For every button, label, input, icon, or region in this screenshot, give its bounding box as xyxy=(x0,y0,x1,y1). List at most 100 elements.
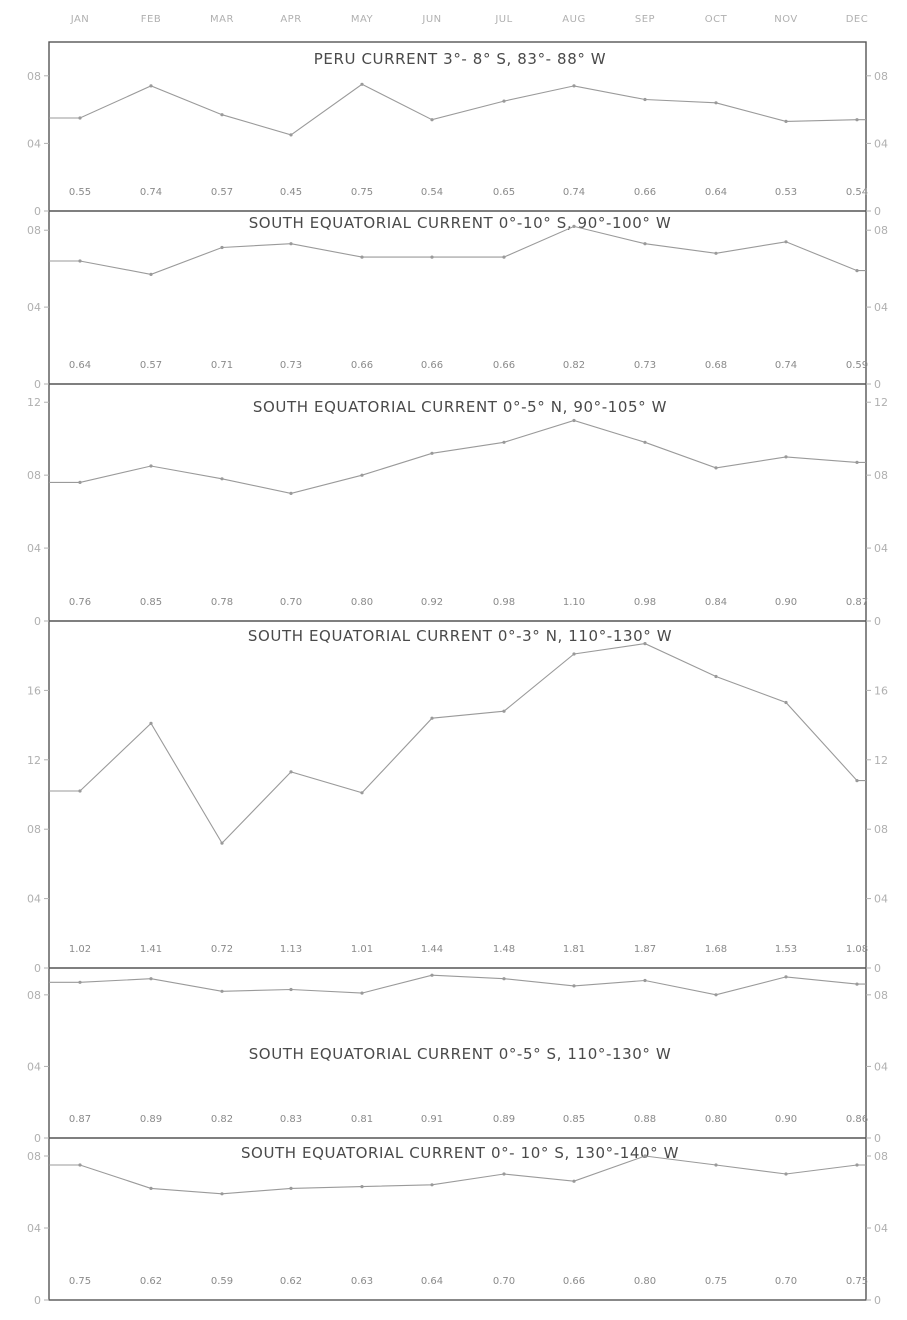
panel-6-point-aug xyxy=(572,1179,576,1183)
panel-6-value-label-sep: 0.80 xyxy=(634,1276,656,1287)
panel-6-point-sep xyxy=(643,1154,647,1158)
panel-1-point-jan xyxy=(78,116,82,120)
panel-4-point-oct xyxy=(714,674,718,679)
panel-2-point-sep xyxy=(643,242,647,246)
panel-6-point-may xyxy=(360,1185,364,1189)
panel-6-series-line xyxy=(49,1155,866,1195)
panel-6-value-label-jun: 0.64 xyxy=(421,1276,443,1287)
panel-5-ytick-label-left: 08 xyxy=(27,989,41,1002)
month-label-apr: APR xyxy=(280,14,301,25)
panel-2-point-jun xyxy=(430,255,434,259)
panel-2-point-dec xyxy=(855,269,859,273)
panel-1-point-may xyxy=(360,82,364,86)
panel-3-ytick-label-right: 04 xyxy=(874,542,888,555)
panel-4-ytick-label-right: 16 xyxy=(874,684,888,697)
panel-5-point-aug xyxy=(572,984,576,988)
panel-4-value-label-may: 1.01 xyxy=(351,944,373,955)
panel-1-ytick-label-left: 04 xyxy=(27,137,41,150)
panel-3-value-label-may: 0.80 xyxy=(351,597,373,608)
panel-1-value-label-sep: 0.66 xyxy=(634,187,656,198)
panel-2-value-label-jan: 0.64 xyxy=(69,360,91,371)
panel-3-point-feb xyxy=(149,464,153,468)
panel-2-point-jul xyxy=(502,255,506,259)
month-label-feb: FEB xyxy=(141,14,161,25)
panel-4-point-aug xyxy=(572,652,576,656)
month-label-aug: AUG xyxy=(562,14,585,25)
panel-2-ytick-label-right: 08 xyxy=(874,224,888,237)
panel-1-value-label-dec: 0.54 xyxy=(846,187,868,198)
panel-4-ytick-label-right: 0 xyxy=(874,962,881,975)
panel-3-point-apr xyxy=(289,491,293,495)
panel-6-value-label-mar: 0.59 xyxy=(211,1276,233,1287)
panel-4-point-jul xyxy=(502,709,506,713)
panel-6-point-oct xyxy=(714,1163,718,1167)
panel-5-ytick-label-left: 04 xyxy=(27,1060,41,1073)
panel-2-point-oct xyxy=(714,251,718,255)
panel-1-ytick-label-left: 08 xyxy=(27,70,41,83)
panel-2-point-aug xyxy=(572,224,576,228)
panel-6-point-jul xyxy=(502,1172,506,1176)
panel-6-ytick-label-left: 04 xyxy=(27,1222,41,1235)
month-label-nov: NOV xyxy=(774,14,798,25)
panel-1-point-dec xyxy=(855,118,859,122)
panel-1-value-label-nov: 0.53 xyxy=(775,187,797,198)
panel-1-value-label-mar: 0.57 xyxy=(211,187,233,198)
panel-6-value-label-may: 0.63 xyxy=(351,1276,373,1287)
panel-2-ytick-label-left: 08 xyxy=(27,224,41,237)
panel-3-value-label-sep: 0.98 xyxy=(634,597,656,608)
month-label-oct: OCT xyxy=(705,14,728,25)
panel-2-ytick-label-left: 04 xyxy=(27,301,41,314)
panel-2-point-nov xyxy=(784,240,788,244)
panel-4-series-line xyxy=(49,643,866,844)
panel-4-ytick-label-left: 12 xyxy=(27,754,41,767)
panel-1-title: PERU CURRENT 3°- 8° S, 83°- 88° W xyxy=(314,50,606,68)
panel-1-series-line xyxy=(49,83,866,136)
panel-3-value-label-feb: 0.85 xyxy=(140,597,162,608)
panel-5-series-line xyxy=(49,974,866,996)
panel-2-point-feb xyxy=(149,272,153,276)
panel-4-point-jun xyxy=(430,716,434,720)
panel-6-value-label-feb: 0.62 xyxy=(140,1276,162,1287)
panel-4-ytick-label-left: 04 xyxy=(27,893,41,906)
month-label-sep: SEP xyxy=(635,14,655,25)
panel-5-value-label-jun: 0.91 xyxy=(421,1114,443,1125)
panel-4-value-label-apr: 1.13 xyxy=(280,944,302,955)
panel-4-ytick-label-right: 08 xyxy=(874,823,888,836)
panel-4-value-label-mar: 0.72 xyxy=(211,944,233,955)
month-label-jul: JUL xyxy=(494,14,512,25)
panel-3-point-mar xyxy=(220,477,224,481)
panel-2-series-line xyxy=(49,225,866,275)
panel-3-point-aug xyxy=(572,418,576,423)
panel-3-value-label-nov: 0.90 xyxy=(775,597,797,608)
panel-1-point-nov xyxy=(784,119,788,123)
panel-1-point-apr xyxy=(289,133,293,137)
panel-3-value-label-apr: 0.70 xyxy=(280,597,302,608)
panel-6-point-feb xyxy=(149,1186,153,1190)
panel-5-ytick-label-right: 0 xyxy=(874,1132,881,1145)
panel-2-point-jan xyxy=(78,259,82,263)
panel-6-ytick-label-right: 04 xyxy=(874,1222,888,1235)
panel-6-ytick-label-left: 08 xyxy=(27,1150,41,1163)
panel-3-ytick-label-left: 12 xyxy=(27,396,41,409)
panel-4-point-feb xyxy=(149,721,153,726)
panel-4-ytick-label-right: 12 xyxy=(874,754,888,767)
panel-2-title: SOUTH EQUATORIAL CURRENT 0°-10° S, 90°-1… xyxy=(249,214,672,232)
panel-2-point-apr xyxy=(289,242,293,246)
panel-5-point-sep xyxy=(643,978,647,983)
panel-4-title: SOUTH EQUATORIAL CURRENT 0°-3° N, 110°-1… xyxy=(248,627,672,645)
panel-1-value-label-may: 0.75 xyxy=(351,187,373,198)
panel-1-point-feb xyxy=(149,84,153,88)
month-label-dec: DEC xyxy=(846,14,869,25)
panel-1-value-label-aug: 0.74 xyxy=(563,187,585,198)
panel-6-point-nov xyxy=(784,1172,788,1176)
panel-4-point-nov xyxy=(784,700,788,705)
panel-5-value-label-oct: 0.80 xyxy=(705,1114,727,1125)
panel-1-ytick-label-right: 08 xyxy=(874,70,888,83)
panel-3-value-label-oct: 0.84 xyxy=(705,597,727,608)
month-label-mar: MAR xyxy=(210,14,234,25)
panel-5-ytick-label-right: 04 xyxy=(874,1060,888,1073)
panel-6-ytick-label-right: 0 xyxy=(874,1294,881,1307)
panel-5-point-dec xyxy=(855,982,859,986)
panel-4-point-may xyxy=(360,791,364,795)
